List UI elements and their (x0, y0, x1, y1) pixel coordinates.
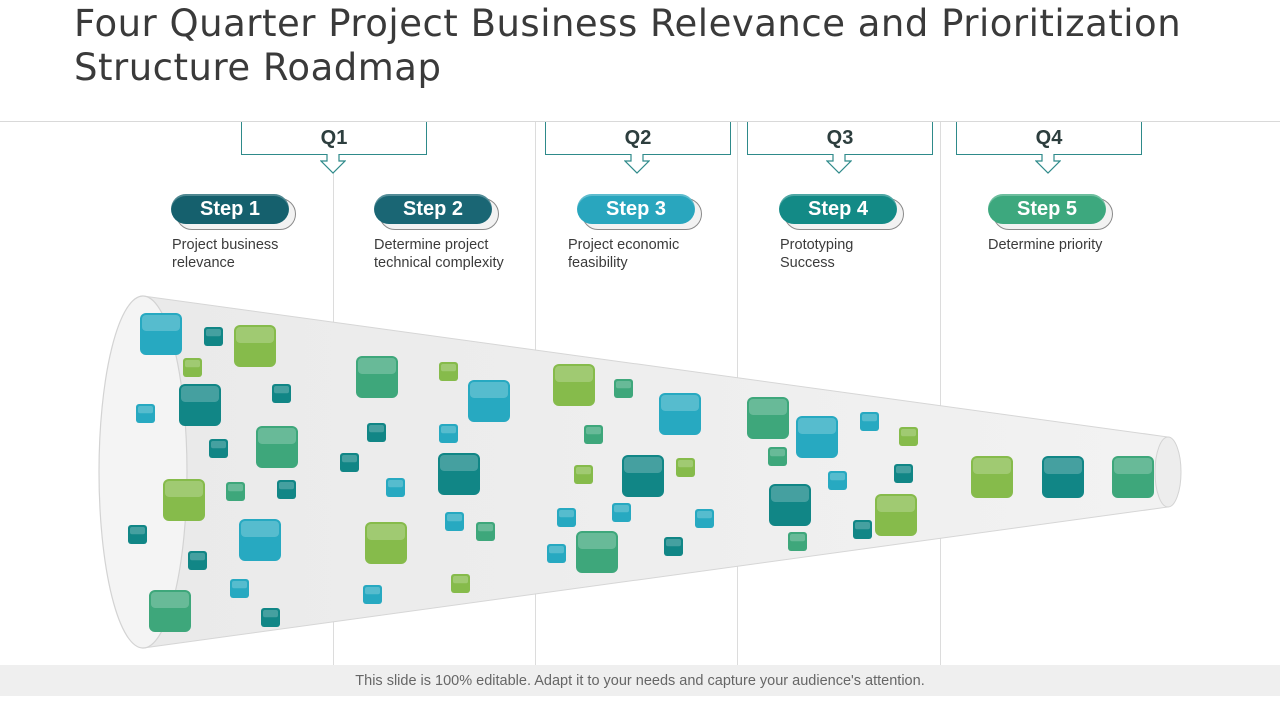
cube-icon (1042, 456, 1084, 498)
cube-icon (899, 427, 918, 446)
cube-icon (356, 356, 398, 398)
cube-icon (971, 456, 1013, 498)
slide-title: Four Quarter Project Business Relevance … (74, 2, 1182, 89)
step-5-badge: Step 5 (988, 194, 1113, 230)
cube-icon (277, 480, 296, 499)
funnel-mouth (98, 295, 188, 649)
header-divider (0, 121, 1280, 122)
step-3-description: Project economic feasibility (568, 237, 680, 271)
cube-icon (256, 426, 298, 468)
cube-cluster (128, 313, 1154, 632)
cube-icon (695, 509, 714, 528)
cube-icon (188, 551, 207, 570)
cube-icon (367, 423, 386, 442)
cube-icon (622, 455, 664, 497)
down-arrow-icon (826, 154, 852, 174)
cube-icon (439, 424, 458, 443)
step-5-description: Determine priority (988, 237, 1103, 253)
cube-icon (179, 384, 221, 426)
cube-icon (853, 520, 872, 539)
step-2-description: Determine project technical complexity (374, 237, 504, 271)
cube-icon (894, 464, 913, 483)
down-arrow-icon (1035, 154, 1061, 174)
cube-icon (614, 379, 633, 398)
cube-icon (553, 364, 595, 406)
cube-icon (768, 447, 787, 466)
cube-icon (612, 503, 631, 522)
cube-icon (875, 494, 917, 536)
cube-icon (136, 404, 155, 423)
cube-icon (557, 508, 576, 527)
footer-note: This slide is 100% editable. Adapt it to… (0, 665, 1280, 696)
cube-icon (272, 384, 291, 403)
cube-icon (340, 453, 359, 472)
cube-icon (226, 482, 245, 501)
column-divider (940, 122, 941, 665)
cube-icon (860, 412, 879, 431)
cube-icon (261, 608, 280, 627)
cube-icon (438, 453, 480, 495)
quarter-header-q2: Q2 (545, 122, 731, 155)
cube-icon (149, 590, 191, 632)
step-4-description: Prototyping Success (780, 237, 854, 271)
cube-icon (234, 325, 276, 367)
cube-icon (128, 525, 147, 544)
step-2-badge: Step 2 (374, 194, 499, 230)
cube-icon (796, 416, 838, 458)
cube-icon (439, 362, 458, 381)
cube-icon (230, 579, 249, 598)
cube-icon (445, 512, 464, 531)
quarter-header-q1: Q1 (241, 122, 427, 155)
down-arrow-icon (320, 154, 346, 174)
cube-icon (209, 439, 228, 458)
cube-icon (747, 397, 789, 439)
cube-icon (363, 585, 382, 604)
cube-icon (204, 327, 223, 346)
cube-icon (576, 531, 618, 573)
funnel-diagram (98, 295, 1182, 649)
cube-icon (239, 519, 281, 561)
cube-icon (584, 425, 603, 444)
step-3-badge: Step 3 (577, 194, 702, 230)
cube-icon (659, 393, 701, 435)
quarter-header-q3: Q3 (747, 122, 933, 155)
cube-icon (183, 358, 202, 377)
cube-icon (1112, 456, 1154, 498)
funnel-tip (1154, 436, 1182, 508)
cube-icon (574, 465, 593, 484)
cube-icon (769, 484, 811, 526)
cube-icon (163, 479, 205, 521)
cube-icon (468, 380, 510, 422)
cube-icon (386, 478, 405, 497)
quarter-header-q4: Q4 (956, 122, 1142, 155)
cube-icon (676, 458, 695, 477)
cube-icon (828, 471, 847, 490)
cube-icon (451, 574, 470, 593)
cube-icon (365, 522, 407, 564)
cube-icon (664, 537, 683, 556)
step-1-badge: Step 1 (171, 194, 296, 230)
cube-icon (476, 522, 495, 541)
down-arrow-icon (624, 154, 650, 174)
cube-icon (788, 532, 807, 551)
step-4-badge: Step 4 (779, 194, 904, 230)
cube-icon (547, 544, 566, 563)
step-1-description: Project business relevance (172, 237, 279, 271)
cube-icon (140, 313, 182, 355)
